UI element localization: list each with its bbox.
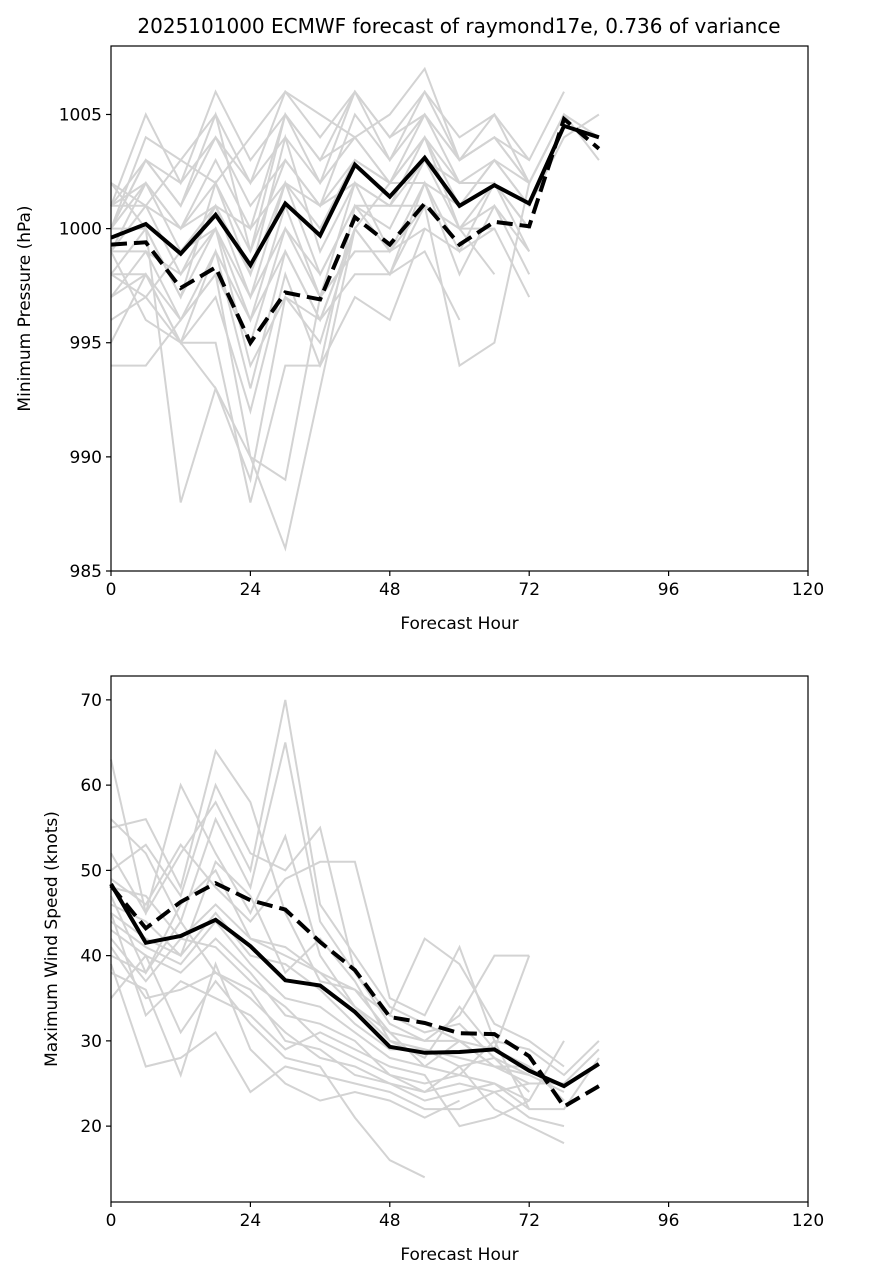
pressure-axes-frame (110, 45, 809, 572)
pressure-x-tick-label: 0 (106, 580, 117, 600)
pressure-member-line-20 (110, 182, 391, 484)
wind-x-tick-label: 0 (106, 1211, 117, 1231)
wind-y-tick-label: 20 (80, 1117, 102, 1137)
wind-x-tick-label: 24 (240, 1211, 262, 1231)
pressure-y-axis-label: Minimum Pressure (hPa) (15, 205, 35, 411)
pressure-member-line-18 (111, 228, 356, 552)
pressure-x-tick-label: 96 (658, 580, 680, 600)
wind-x-tick-label: 48 (379, 1211, 401, 1231)
wind-y-tick-label: 40 (80, 947, 102, 967)
wind-x-ticks: 0 24 48 72 96 120 (106, 1202, 824, 1231)
pressure-member-line-19 (110, 182, 356, 503)
pressure-series (110, 115, 601, 347)
wind-member-line-13 (110, 919, 530, 1110)
pressure-y-tick-label: 1000 (59, 220, 102, 240)
wind-x-axis-label: Forecast Hour (400, 1245, 518, 1265)
pressure-x-tick-label: 24 (240, 580, 262, 600)
wind-member-line-3 (110, 782, 531, 1060)
pressure-member-line-0 (110, 89, 600, 208)
pressure-y-tick-label: 1005 (59, 105, 102, 125)
wind-x-tick-label: 120 (792, 1211, 824, 1231)
wind-member-line-18 (110, 886, 530, 1076)
wind-member-line-17 (110, 912, 565, 1128)
pressure-y-tick-label: 990 (70, 448, 102, 468)
pressure-dashed-line (110, 115, 601, 347)
wind-dashed-line (109, 880, 600, 1110)
pressure-solid-line (110, 123, 600, 269)
wind-series (109, 880, 600, 1110)
wind-x-tick-label: 96 (658, 1211, 680, 1231)
wind-member-line-11 (110, 937, 565, 1128)
pressure-member-line-22 (111, 158, 461, 230)
wind-y-ticks: 20 30 40 50 60 70 (80, 691, 111, 1137)
wind-y-tick-label: 70 (80, 691, 102, 711)
wind-member-line-16 (110, 953, 426, 1179)
wind-y-tick-label: 60 (80, 776, 102, 796)
pressure-member-line-21 (110, 111, 530, 252)
figure-title: 2025101000 ECMWF forecast of raymond17e,… (137, 14, 780, 38)
pressure-x-tick-label: 120 (792, 580, 824, 600)
pressure-y-tick-label: 985 (70, 562, 102, 582)
wind-y-tick-label: 30 (80, 1032, 102, 1052)
pressure-ensemble-members (110, 66, 600, 552)
wind-member-line-10 (110, 929, 530, 1102)
pressure-x-tick-label: 48 (379, 580, 401, 600)
wind-member-line-14 (110, 963, 600, 1111)
wind-solid-line (109, 882, 600, 1089)
pressure-member-line-16 (110, 228, 426, 415)
wind-member-line-0 (110, 699, 530, 1068)
pressure-member-line-1 (110, 89, 600, 207)
wind-y-axis-label: Maximum Wind Speed (knots) (42, 811, 62, 1067)
pressure-x-axis-label: Forecast Hour (400, 614, 518, 634)
wind-member-line-15 (110, 961, 460, 1119)
pressure-member-line-7 (110, 158, 530, 277)
pressure-member-line-3 (110, 89, 565, 208)
wind-member-line-4 (110, 782, 565, 1068)
wind-member-line-2 (110, 748, 565, 1093)
wind-y-tick-label: 50 (80, 861, 102, 881)
pressure-x-tick-label: 72 (518, 580, 540, 600)
pressure-x-ticks: 0 24 48 72 96 120 (106, 571, 824, 600)
wind-ensemble-members (110, 699, 600, 1179)
pressure-panel: 0 24 48 72 96 120 985 990 995 1000 1005 Forecast … (15, 45, 824, 634)
pressure-y-tick-label: 995 (70, 334, 102, 354)
wind-x-tick-label: 72 (518, 1211, 540, 1231)
pressure-y-ticks: 985 990 995 1000 1005 (59, 105, 111, 582)
wind-axes-frame (110, 675, 809, 1203)
